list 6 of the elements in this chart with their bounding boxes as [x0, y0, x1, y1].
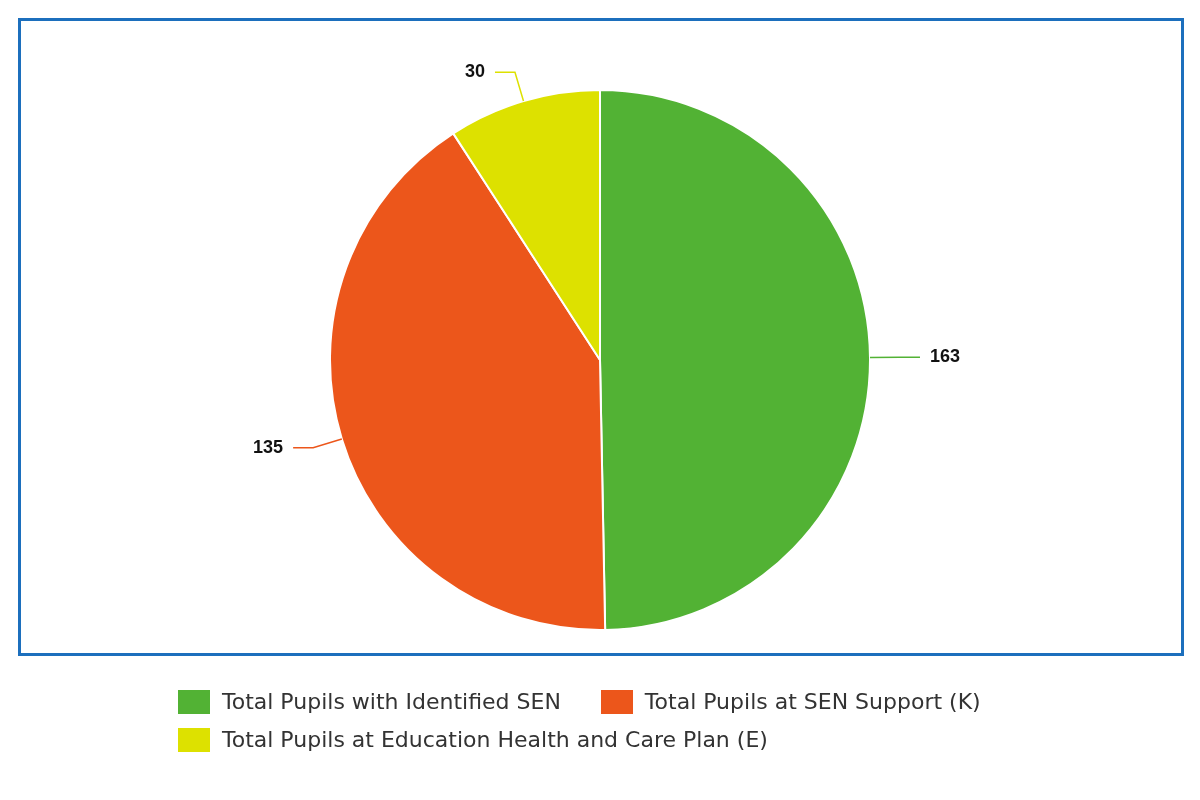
data-label: 163 [929, 346, 961, 367]
data-label: 30 [464, 61, 485, 82]
legend-label: Total Pupils at SEN Support (K) [644, 688, 981, 716]
legend-label: Total Pupils with Identified SEN [222, 688, 561, 716]
legend-label: Total Pupils at Education Health and Care Plan (E) [222, 726, 768, 754]
data-label: 135 [253, 436, 284, 457]
